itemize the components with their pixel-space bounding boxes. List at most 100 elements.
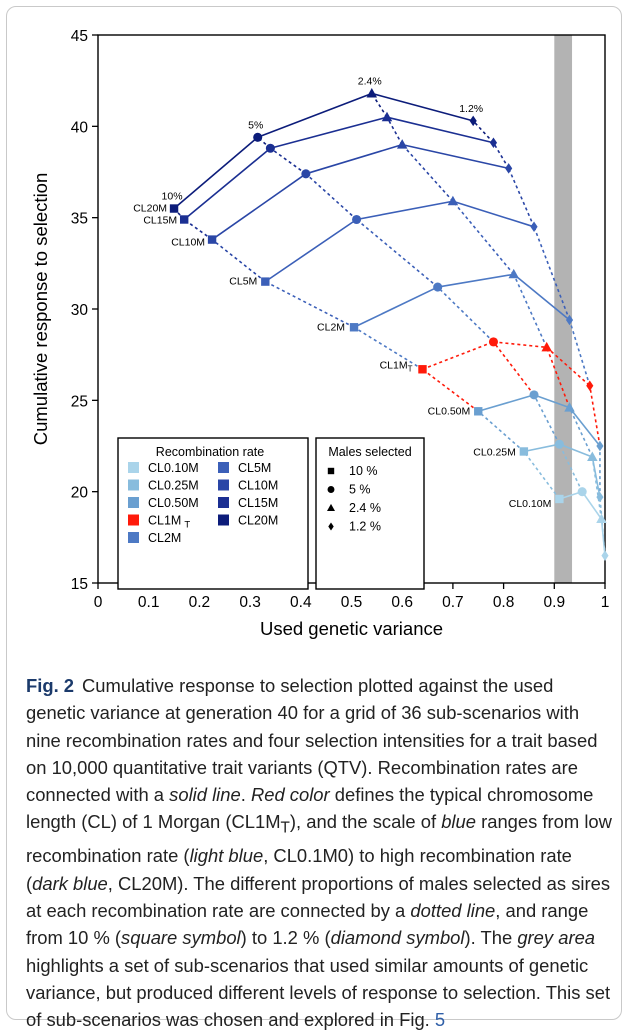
legend-color-swatch	[128, 479, 139, 491]
selection-level-dotted-line	[452, 200, 515, 275]
point-label: CL2M	[317, 321, 345, 333]
caption-emphasis: square symbol	[121, 927, 241, 949]
recombination-series-line	[533, 394, 570, 409]
legend-marker-triangle	[327, 503, 335, 512]
x-tick-label: 0.6	[391, 594, 413, 611]
data-point-square	[261, 277, 270, 286]
selection-percent-label: 2.4%	[358, 75, 382, 87]
selection-level-dotted-line	[599, 497, 606, 556]
legend-recombination-label: CL0.50M	[148, 496, 199, 510]
legend-recombination-label: CL15M	[238, 496, 278, 510]
caption-text: Cumulative response to selection plotted…	[26, 675, 598, 806]
y-tick-label: 15	[71, 576, 88, 593]
legend-recombination-label: CL1M T	[148, 514, 190, 531]
legends: Recombination rate CL0.10M CL0.25M CL0.50M C…	[117, 437, 425, 590]
data-point-triangle	[508, 268, 519, 279]
recombination-series-line	[523, 443, 560, 453]
recombination-series-line	[402, 143, 509, 170]
x-tick-label: 0.3	[239, 594, 261, 611]
point-label: CL0.10M	[509, 498, 552, 510]
recombination-series-line	[264, 218, 358, 283]
x-tick-label: 0.9	[544, 594, 566, 611]
selection-level-dotted-line	[533, 226, 571, 321]
data-point-square	[519, 447, 529, 456]
recombination-series-line	[559, 443, 593, 458]
caption-text: ), and the scale of	[289, 811, 442, 833]
legend-recombination-title: Recombination rate	[156, 445, 264, 459]
x-tick-label: 0.2	[189, 594, 211, 611]
selection-level-dotted-line	[523, 451, 561, 500]
figure-reference-link[interactable]: 5	[434, 1009, 446, 1031]
recombination-series-line	[371, 92, 474, 122]
selection-level-dotted-line	[545, 347, 571, 408]
data-point-diamond	[489, 137, 498, 149]
x-tick-label: 0.7	[442, 594, 464, 611]
data-points	[169, 87, 609, 561]
selection-percent-label: 5%	[248, 119, 263, 131]
recombination-series-line	[478, 394, 535, 413]
legend-recombination-label: CL5M	[238, 461, 271, 475]
legend-color-swatch	[218, 462, 229, 473]
data-point-circle	[529, 390, 539, 400]
data-point-triangle	[381, 111, 393, 122]
recombination-series-line	[600, 518, 606, 556]
series-lines	[173, 92, 606, 556]
data-point-circle	[433, 282, 443, 292]
legend-recombination-box	[117, 437, 309, 590]
recombination-series-line	[568, 407, 601, 447]
legend-males-label: 5 %	[349, 483, 371, 497]
x-tick-label: 1	[601, 594, 610, 611]
caption-emphasis: Red color	[250, 784, 330, 806]
selection-level-dotted-line	[356, 218, 439, 288]
recombination-series-line	[546, 346, 591, 387]
recombination-series-line	[513, 273, 571, 321]
x-tick-label: 0	[94, 594, 103, 611]
caption-text: highlights a set of sub-scenarios that u…	[26, 954, 611, 1031]
selection-level-dotted-line	[386, 116, 403, 145]
caption-text: ranges from low recombination rate (	[26, 811, 612, 867]
data-point-square	[555, 494, 564, 504]
legend-color-swatch	[218, 479, 229, 491]
caption-emphasis: diamond symbol	[330, 927, 465, 949]
legend-recombination-label: CL20M	[238, 514, 278, 528]
data-point-diamond	[565, 314, 574, 326]
selection-level-dotted-line	[401, 144, 454, 202]
caption-emphasis: grey area	[517, 927, 596, 949]
data-point-circle	[352, 214, 362, 225]
caption-emphasis: dark blue	[32, 872, 108, 894]
legend-recombination-label: CL0.25M	[148, 479, 199, 493]
selection-level-dotted-line	[507, 168, 535, 228]
data-point-circle	[488, 337, 498, 347]
data-point-triangle	[541, 341, 552, 352]
data-point-triangle	[447, 195, 459, 206]
recombination-series-line	[270, 116, 388, 150]
legend-color-swatch	[218, 514, 229, 526]
point-label: CL10M	[171, 237, 205, 249]
data-point-circle	[265, 143, 275, 153]
legend-recombination-label: CL10M	[238, 479, 278, 493]
x-tick-label: 0.4	[290, 594, 312, 611]
y-tick-label: 45	[71, 28, 88, 45]
legend-recombination-label: CL0.10M	[148, 461, 199, 475]
recombination-series-line	[437, 273, 514, 288]
point-label: CL20M	[133, 203, 167, 215]
recombination-series-line	[591, 456, 601, 498]
figure-caption: Fig. 2 Cumulative response to selection p…	[26, 672, 612, 1034]
selection-level-dotted-line	[492, 142, 510, 169]
selection-level-dotted-line	[371, 93, 388, 118]
legend-color-swatch	[128, 497, 139, 508]
data-point-diamond	[469, 115, 477, 127]
data-point-triangle	[396, 139, 408, 149]
selection-level-dotted-line	[558, 443, 583, 493]
selection-percent-label: 10%	[162, 191, 183, 203]
data-point-diamond	[586, 380, 594, 391]
caption-subscript: T	[280, 820, 290, 838]
caption-text: , and range from 10 % (	[26, 900, 589, 949]
figure-frame	[6, 6, 622, 1020]
legend-males-label: 1.2 %	[349, 520, 381, 534]
data-point-square	[474, 407, 483, 416]
selection-level-dotted-line	[269, 147, 307, 175]
selection-level-dotted-line	[353, 326, 423, 370]
legend-marker-diamond	[328, 522, 334, 531]
caption-text: ). The	[464, 927, 518, 949]
